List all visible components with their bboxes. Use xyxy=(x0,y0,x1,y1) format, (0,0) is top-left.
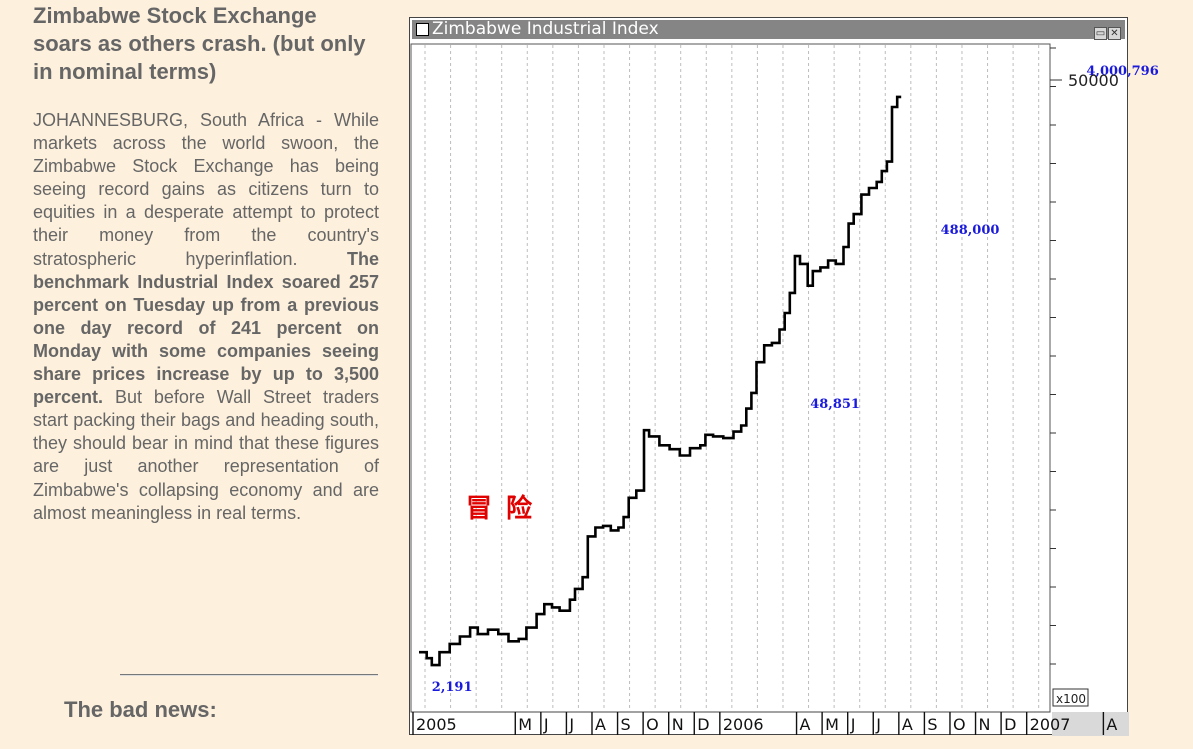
window-buttons: ▭ ✕ xyxy=(1093,22,1121,41)
article-body-bold: The benchmark Industrial Index soared 25… xyxy=(33,248,379,408)
article-body: JOHANNESBURG, South Africa - While marke… xyxy=(33,109,379,525)
chart-window: Zimbabwe Industrial Index ▭ ✕ xyxy=(409,17,1128,735)
chart-title: Zimbabwe Industrial Index xyxy=(432,19,659,39)
close-icon[interactable]: ✕ xyxy=(1108,27,1121,40)
bad-news-heading: The bad news: xyxy=(64,697,217,722)
article: Zimbabwe Stock Exchange soars as others … xyxy=(33,2,379,525)
section-divider xyxy=(120,674,378,676)
chart-corner xyxy=(1052,712,1129,736)
restore-icon[interactable]: ▭ xyxy=(1094,27,1107,40)
chart-titlebar[interactable]: Zimbabwe Industrial Index ▭ ✕ xyxy=(412,19,1125,41)
window-icon xyxy=(416,23,429,36)
article-body-intro: JOHANNESBURG, South Africa - While marke… xyxy=(33,110,379,269)
article-body-outro: But before Wall Street traders start pac… xyxy=(33,387,379,523)
article-headline: Zimbabwe Stock Exchange soars as others … xyxy=(33,3,366,84)
